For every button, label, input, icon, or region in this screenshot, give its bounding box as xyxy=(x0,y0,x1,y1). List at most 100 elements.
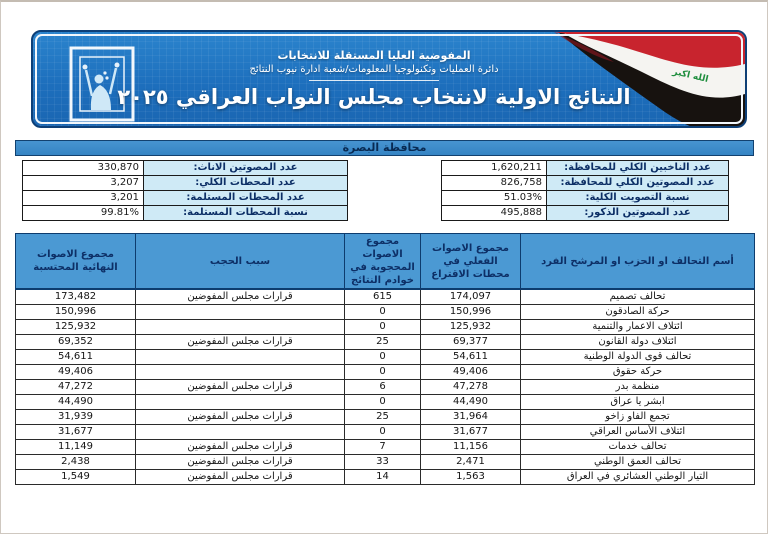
voters-summary-table: عدد الناخبين الكلي للمحافظة: 1,620,211 عدد… xyxy=(441,160,729,221)
governorate-title-bar: محافظة البصرة xyxy=(15,140,754,156)
table-row: تحالف العمق الوطني 2,471 33 قرارات مجلس الم… xyxy=(15,454,755,470)
cell-final: 31,677 xyxy=(15,424,136,440)
cell-withheld: 14 xyxy=(344,469,421,485)
summary-value: 99.81% xyxy=(23,206,143,220)
cell-withheld: 25 xyxy=(344,334,421,350)
cell-withheld: 25 xyxy=(344,409,421,425)
cell-actual: 49,406 xyxy=(420,364,521,380)
cell-final: 125,932 xyxy=(15,319,136,335)
summary-label: عدد المحطات الكلي: xyxy=(143,176,347,190)
department-name: دائرة العمليات وتكنولوجيا المعلومات/شعبة… xyxy=(249,64,499,75)
column-header: أسم التحالف او الحزب او المرشح الفرد xyxy=(520,233,755,290)
summary-value: 3,201 xyxy=(23,191,143,205)
stations-summary-table: عدد المصوتين الاناث: 330,870 عدد المحطات ا… xyxy=(22,160,348,221)
cell-name: ائتلاف الاعمار والتنمية xyxy=(520,319,755,335)
table-row: ابشر يا عراق 44,490 0 44,490 xyxy=(15,394,755,410)
cell-withheld: 0 xyxy=(344,364,421,380)
cell-actual: 11,156 xyxy=(420,439,521,455)
cell-final: 54,611 xyxy=(15,349,136,365)
table-row: ائتلاف الاعمار والتنمية 125,932 0 125,932 xyxy=(15,319,755,335)
cell-name: ائتلاف دولة القانون xyxy=(520,334,755,350)
cell-name: تجمع الفاو زاخو xyxy=(520,409,755,425)
summary-label: نسبة المحطات المستلمة: xyxy=(143,206,347,220)
table-row: تحالف تصميم 174,097 615 قرارات مجلس المفوضي… xyxy=(15,288,755,305)
commission-name: المفوضية العليا المستقلة للانتخابات xyxy=(277,49,471,62)
cell-reason: قرارات مجلس المفوضين xyxy=(135,439,345,455)
summary-row: عدد المصوتين الذكور: 495,888 xyxy=(441,205,729,221)
cell-actual: 174,097 xyxy=(420,288,521,305)
summary-value: 1,620,211 xyxy=(442,161,546,175)
cell-name: تحالف قوى الدولة الوطنية xyxy=(520,349,755,365)
cell-final: 49,406 xyxy=(15,364,136,380)
cell-reason xyxy=(135,349,345,365)
ihec-logo-icon xyxy=(69,46,135,122)
header-banner: الله اكبر المفوضية العليا المستقلة للانت… xyxy=(31,30,747,128)
table-row: حركة حقوق 49,406 0 49,406 xyxy=(15,364,755,380)
cell-withheld: 615 xyxy=(344,288,421,305)
cell-name: تحالف العمق الوطني xyxy=(520,454,755,470)
cell-actual: 47,278 xyxy=(420,379,521,395)
summary-label: عدد المحطات المستلمة: xyxy=(143,191,347,205)
column-header: مجموع الاصوات المحجوبة في خوادم النتائج xyxy=(344,233,421,290)
cell-final: 150,996 xyxy=(15,304,136,320)
summary-value: 3,207 xyxy=(23,176,143,190)
summary-label: عدد المصوتين الذكور: xyxy=(546,206,728,220)
summary-label: نسبة التصويت الكلية: xyxy=(546,191,728,205)
summary-row: عدد المحطات الكلي: 3,207 xyxy=(22,175,348,191)
cell-actual: 2,471 xyxy=(420,454,521,470)
cell-reason: قرارات مجلس المفوضين xyxy=(135,379,345,395)
cell-name: ابشر يا عراق xyxy=(520,394,755,410)
cell-final: 2,438 xyxy=(15,454,136,470)
summary-row: نسبة المحطات المستلمة: 99.81% xyxy=(22,205,348,221)
summary-value: 51.03% xyxy=(442,191,546,205)
cell-name: تحالف تصميم xyxy=(520,288,755,305)
cell-final: 11,149 xyxy=(15,439,136,455)
cell-name: ائتلاف الأساس العراقي xyxy=(520,424,755,440)
cell-reason xyxy=(135,424,345,440)
cell-name: تحالف خدمات xyxy=(520,439,755,455)
banner-divider xyxy=(309,80,439,81)
cell-reason: قرارات مجلس المفوضين xyxy=(135,469,345,485)
cell-final: 44,490 xyxy=(15,394,136,410)
table-row: حركة الصادقون 150,996 0 150,996 xyxy=(15,304,755,320)
cell-reason: قرارات مجلس المفوضين xyxy=(135,454,345,470)
cell-actual: 125,932 xyxy=(420,319,521,335)
cell-final: 69,352 xyxy=(15,334,136,350)
cell-final: 47,272 xyxy=(15,379,136,395)
table-row: تحالف خدمات 11,156 7 قرارات مجلس المفوضين 11… xyxy=(15,439,755,455)
table-row: تحالف قوى الدولة الوطنية 54,611 0 54,611 xyxy=(15,349,755,365)
summary-value: 826,758 xyxy=(442,176,546,190)
summary-label: عدد الناخبين الكلي للمحافظة: xyxy=(546,161,728,175)
cell-withheld: 7 xyxy=(344,439,421,455)
cell-reason xyxy=(135,319,345,335)
column-header: مجموع الاصوات النهائية المحتسبة xyxy=(15,233,136,290)
summary-row: عدد المصوتين الكلي للمحافظة: 826,758 xyxy=(441,175,729,191)
cell-actual: 31,677 xyxy=(420,424,521,440)
column-header: سبب الحجب xyxy=(135,233,345,290)
cell-name: حركة حقوق xyxy=(520,364,755,380)
cell-withheld: 6 xyxy=(344,379,421,395)
cell-withheld: 0 xyxy=(344,319,421,335)
cell-actual: 44,490 xyxy=(420,394,521,410)
table-row: التيار الوطني العشائري في العراق 1,563 14 ق… xyxy=(15,469,755,485)
column-header: مجموع الاصوات الفعلي في محطات الاقتراع xyxy=(420,233,521,290)
summary-row: عدد المصوتين الاناث: 330,870 xyxy=(22,160,348,176)
summary-value: 495,888 xyxy=(442,206,546,220)
banner-text-block: المفوضية العليا المستقلة للانتخابات دائر… xyxy=(117,32,630,126)
cell-name: حركة الصادقون xyxy=(520,304,755,320)
table-row: منظمة بدر 47,278 6 قرارات مجلس المفوضين 47,2… xyxy=(15,379,755,395)
cell-actual: 54,611 xyxy=(420,349,521,365)
cell-withheld: 0 xyxy=(344,304,421,320)
cell-actual: 69,377 xyxy=(420,334,521,350)
cell-reason xyxy=(135,304,345,320)
results-table: أسم التحالف او الحزب او المرشح الفرد مجمو… xyxy=(15,233,755,485)
cell-final: 173,482 xyxy=(15,288,136,305)
cell-actual: 31,964 xyxy=(420,409,521,425)
summary-value: 330,870 xyxy=(23,161,143,175)
cell-withheld: 33 xyxy=(344,454,421,470)
cell-name: منظمة بدر xyxy=(520,379,755,395)
cell-reason: قرارات مجلس المفوضين xyxy=(135,334,345,350)
cell-final: 31,939 xyxy=(15,409,136,425)
cell-withheld: 0 xyxy=(344,424,421,440)
